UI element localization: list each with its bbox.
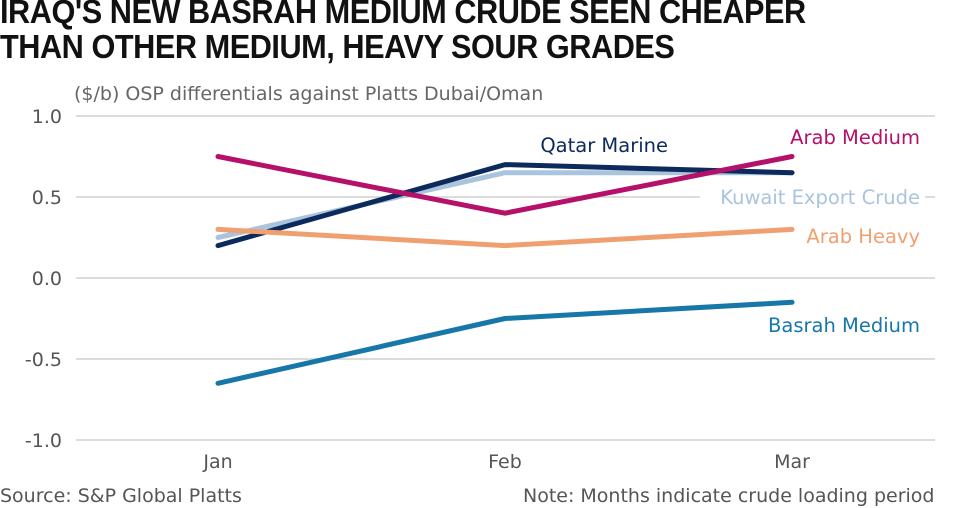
y-tick-label: -1.0 <box>25 430 62 452</box>
chart-title: IRAQ'S NEW BASRAH MEDIUM CRUDE SEEN CHEA… <box>0 0 908 64</box>
series-line-arab-medium <box>215 154 795 216</box>
series-label-qatar-marine: Qatar Marine <box>540 134 668 157</box>
y-axis-ticks: 1.0 0.5 0.0 -0.5 -1.0 <box>25 106 62 452</box>
y-tick-label: -0.5 <box>25 349 62 371</box>
chart-title-line-2: THAN OTHER MEDIUM, HEAVY SOUR GRADES <box>0 28 675 65</box>
chart-title-line-1: IRAQ'S NEW BASRAH MEDIUM CRUDE SEEN CHEA… <box>0 0 806 30</box>
source-note: Source: S&P Global Platts <box>0 485 242 507</box>
gridlines <box>76 115 935 441</box>
series-labels: Kuwait Export Crude Qatar Marine Arab Medi… <box>540 126 925 337</box>
x-tick-label: Mar <box>774 451 810 473</box>
x-axis-ticks: Jan Feb Mar <box>202 451 810 473</box>
series-line-qatar-marine <box>215 162 795 249</box>
loading-period-note: Note: Months indicate crude loading peri… <box>523 485 935 507</box>
x-tick-label: Jan <box>202 451 232 473</box>
series-label-arab-medium: Arab Medium <box>790 126 920 149</box>
y-tick-label: 0.0 <box>32 268 62 290</box>
series-lines <box>215 154 795 386</box>
series-label-basrah-medium: Basrah Medium <box>768 314 920 337</box>
label-background <box>700 185 925 211</box>
series-line-arab-heavy <box>215 226 795 249</box>
y-tick-label: 0.5 <box>32 187 62 209</box>
y-tick-label: 1.0 <box>32 106 62 128</box>
series-label-arab-heavy: Arab Heavy <box>806 225 920 248</box>
series-line-basrah-medium <box>215 299 795 386</box>
series-line-kuwait-export-crude <box>215 170 795 240</box>
chart-subtitle: ($/b) OSP differentials against Platts D… <box>74 83 544 105</box>
series-label-kuwait-export-crude: Kuwait Export Crude <box>720 186 920 209</box>
x-tick-label: Feb <box>488 451 522 473</box>
